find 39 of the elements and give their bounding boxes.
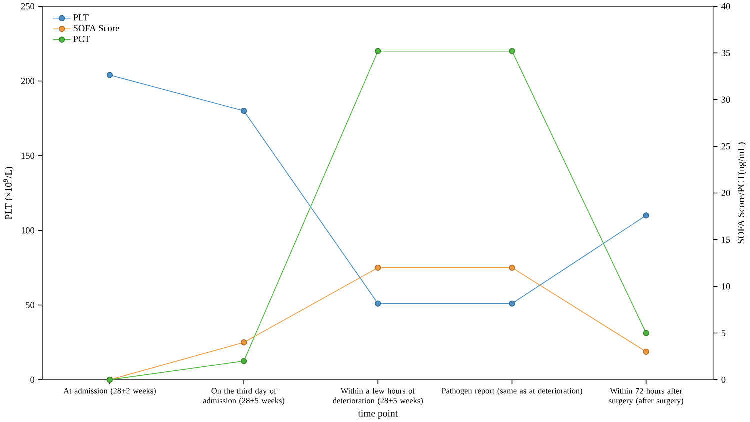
point (240, 108, 248, 114)
point (643, 348, 650, 355)
point (643, 330, 650, 336)
y-tick-label: 100 (22, 227, 35, 234)
x-tick-label: At admission (28+2 weeks) (64, 388, 156, 396)
y-tick-label: 250 (21, 3, 35, 10)
x-tick-label: Within a few hours of deterioration (28+5 weeks) (333, 388, 424, 406)
point (240, 358, 248, 364)
legend-label: SOFA Score (74, 25, 120, 32)
point (375, 264, 382, 271)
y-tick-label: 0 (30, 376, 35, 383)
y2-tick-label: 35 (722, 50, 730, 56)
legend-label: PCT (74, 36, 90, 42)
y2-tick-label: 30 (722, 96, 730, 103)
legend-label: PLT (74, 14, 89, 21)
y2-tick-label: 40 (722, 3, 730, 10)
x-axis-title: time point (358, 410, 398, 419)
point (643, 212, 650, 219)
y-tick-label: 200 (21, 78, 35, 84)
point (375, 300, 382, 307)
point (509, 48, 516, 54)
point (375, 48, 382, 54)
point (509, 264, 516, 271)
y-tick-label: 150 (22, 152, 35, 159)
point (509, 300, 516, 307)
point (106, 72, 114, 78)
y2-tick-label: 10 (722, 283, 730, 290)
y2-tick-label: 15 (722, 236, 730, 243)
x-tick-label: Pathogen report (same as at deterioration) (442, 388, 582, 396)
point (240, 339, 248, 346)
y2-tick-label: 5 (722, 330, 726, 336)
y-tick-label: 50 (26, 302, 35, 308)
x-tick-label: Within 72 hours after surgery (after surgery) (609, 388, 684, 406)
y2-tick-label: 20 (722, 190, 730, 196)
y2-tick-label: 0 (722, 376, 726, 383)
x-tick-label: On the third day of admission (28+5 weeks) (203, 388, 285, 406)
y2-axis-title: SOFA Score/PCT(ng/mL) (738, 142, 747, 244)
y2-tick-label: 25 (722, 143, 730, 150)
y-axis-title: PLT (×10$^{9}$/L) (3, 166, 14, 220)
